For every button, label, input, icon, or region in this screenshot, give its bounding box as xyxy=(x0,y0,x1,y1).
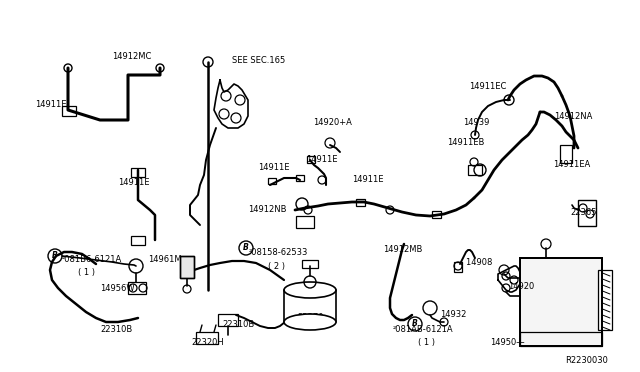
Text: 14912NA: 14912NA xyxy=(554,112,593,121)
Bar xyxy=(296,175,304,181)
Bar xyxy=(62,106,76,116)
Text: 14911EC: 14911EC xyxy=(469,82,506,91)
Text: 14920: 14920 xyxy=(508,282,534,291)
Bar xyxy=(432,211,441,218)
Bar xyxy=(598,270,612,330)
Bar xyxy=(520,332,602,346)
Bar xyxy=(454,262,462,272)
Text: ( 1 ): ( 1 ) xyxy=(418,338,435,347)
Text: 14932: 14932 xyxy=(440,310,467,319)
Bar xyxy=(180,256,194,278)
Text: 14961M: 14961M xyxy=(148,255,182,264)
Text: 14911E: 14911E xyxy=(35,100,67,109)
Text: — 14908: — 14908 xyxy=(455,258,492,267)
Bar xyxy=(218,314,238,326)
Bar xyxy=(560,145,572,163)
Bar xyxy=(131,168,145,177)
Text: 14920+A: 14920+A xyxy=(313,118,352,127)
Text: 14911EB: 14911EB xyxy=(447,138,484,147)
Bar xyxy=(180,256,194,278)
Bar xyxy=(468,165,482,175)
Text: 22310B: 22310B xyxy=(100,325,132,334)
Text: ( 2 ): ( 2 ) xyxy=(268,262,285,271)
Text: R2230030: R2230030 xyxy=(565,356,608,365)
Text: B: B xyxy=(412,320,418,328)
Text: ²08158-62533: ²08158-62533 xyxy=(249,248,308,257)
Text: 14911E: 14911E xyxy=(306,155,337,164)
Ellipse shape xyxy=(284,314,336,330)
Text: 14911EA: 14911EA xyxy=(553,160,590,169)
Text: 22310B: 22310B xyxy=(222,320,254,329)
Text: 22365: 22365 xyxy=(570,208,596,217)
Text: 14939: 14939 xyxy=(463,118,490,127)
Text: B: B xyxy=(52,251,58,260)
Text: SEE SEC.165: SEE SEC.165 xyxy=(232,56,285,65)
Text: 14911E: 14911E xyxy=(258,163,289,172)
Text: ²081B6-6121A: ²081B6-6121A xyxy=(62,255,122,264)
Text: 22320H: 22320H xyxy=(191,338,224,347)
Bar xyxy=(196,332,218,344)
Text: 14912MC: 14912MC xyxy=(112,52,152,61)
Bar xyxy=(131,236,145,245)
Bar xyxy=(578,200,596,226)
Text: 14911E: 14911E xyxy=(352,175,383,184)
Bar xyxy=(302,260,318,268)
Bar xyxy=(268,178,276,184)
Bar xyxy=(307,156,315,163)
Text: 22370: 22370 xyxy=(297,313,323,322)
Bar xyxy=(296,216,314,228)
Text: 14911E: 14911E xyxy=(118,178,150,187)
Bar xyxy=(128,282,146,294)
Bar xyxy=(520,258,602,346)
Text: 14950—: 14950— xyxy=(490,338,525,347)
Text: 14912MB: 14912MB xyxy=(383,245,422,254)
Text: 14912NB: 14912NB xyxy=(248,205,287,214)
Text: ( 1 ): ( 1 ) xyxy=(78,268,95,277)
Text: 14956W: 14956W xyxy=(100,284,134,293)
Text: B: B xyxy=(243,244,249,253)
Bar xyxy=(356,199,365,206)
Text: ²081AB-6121A: ²081AB-6121A xyxy=(393,325,454,334)
Bar xyxy=(520,258,602,346)
